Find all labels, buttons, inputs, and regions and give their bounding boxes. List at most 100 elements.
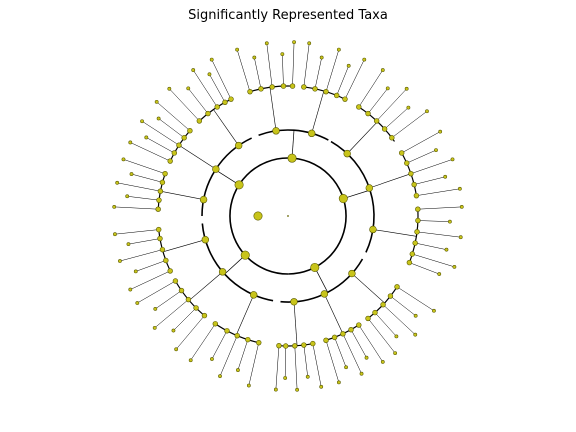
leaf-node — [319, 55, 324, 60]
level3-node — [212, 321, 219, 327]
leaf-branch — [130, 270, 171, 290]
leaf-branch — [117, 182, 161, 192]
level3-node — [412, 240, 418, 246]
leaf-node — [115, 180, 120, 185]
leaf-branch — [415, 242, 447, 250]
level3-node — [310, 340, 316, 347]
level3-node — [258, 86, 264, 92]
leaf-node — [450, 157, 455, 162]
level3-node — [172, 278, 179, 284]
leaf-node — [394, 334, 399, 339]
level3-node — [292, 343, 298, 349]
isolated-node — [253, 211, 263, 221]
level3-node — [196, 118, 203, 124]
level1-branch — [343, 189, 371, 199]
level3-node — [201, 312, 208, 319]
level3-node — [404, 160, 410, 166]
level2-branch — [188, 271, 223, 301]
level3-node — [178, 287, 185, 294]
level2-branch — [372, 229, 417, 237]
level3-node — [301, 84, 307, 90]
leaf-branch — [416, 231, 461, 238]
level3-node — [256, 339, 262, 346]
level3-node — [380, 301, 386, 308]
leaf-node — [344, 365, 348, 370]
leaf-branch — [314, 57, 322, 89]
level3-node — [365, 110, 371, 117]
leaf-node — [210, 357, 214, 361]
level3-node — [289, 83, 296, 89]
leaf-branch — [254, 57, 262, 89]
level3-node — [323, 337, 329, 344]
level3-node — [413, 192, 420, 199]
leaf-node — [174, 347, 179, 352]
level2-branch — [346, 121, 378, 154]
leaf-branch — [137, 280, 176, 304]
leaf-branch — [158, 118, 185, 138]
leaf-branch — [248, 342, 260, 386]
root-node — [287, 215, 289, 217]
leaf-node — [280, 52, 285, 57]
level2-branch — [235, 294, 254, 336]
leaf-branch — [336, 65, 349, 96]
leaf-branch — [237, 339, 249, 371]
leaf-node — [447, 219, 452, 224]
level1-node — [287, 153, 297, 163]
level2-branch — [324, 293, 344, 334]
level3-node — [163, 257, 169, 264]
leaf-branch — [188, 88, 209, 114]
leaf-branch — [119, 249, 163, 262]
leaf-node — [283, 376, 288, 380]
leaf-node — [292, 40, 296, 45]
leaf-branch — [325, 49, 340, 92]
level3-node — [414, 229, 420, 235]
leaf-node — [121, 157, 126, 162]
level3-node — [245, 336, 251, 343]
leaf-node — [452, 264, 457, 269]
leaf-branch — [211, 330, 228, 360]
leaf-node — [443, 174, 448, 179]
leaf-node — [264, 41, 269, 46]
leaf-node — [133, 269, 138, 274]
leaf-branch — [382, 304, 416, 335]
leaf-branch — [236, 49, 251, 92]
leaf-branch — [169, 88, 200, 122]
tree-nodes — [112, 40, 464, 392]
level2-node — [218, 268, 227, 276]
leaf-node — [413, 332, 418, 337]
level2-node — [212, 165, 220, 173]
level3-node — [399, 150, 405, 156]
leaf-branch — [114, 206, 159, 210]
level3-node — [187, 128, 193, 134]
leaf-node — [295, 387, 300, 392]
leaf-branch — [358, 324, 383, 363]
leaf-node — [218, 374, 222, 379]
leaf-branch — [131, 173, 163, 183]
level3-node — [365, 315, 371, 322]
leaf-node — [273, 387, 278, 392]
level3-node — [156, 197, 162, 203]
leaf-node — [235, 47, 240, 52]
leaf-branch — [155, 290, 182, 310]
leaf-node — [140, 119, 144, 124]
leaf-branch — [146, 137, 175, 154]
level3-node — [224, 328, 230, 334]
level2-branch — [213, 109, 239, 146]
level3-node — [334, 92, 340, 99]
leaf-branch — [406, 149, 437, 164]
level2-branch — [351, 273, 385, 304]
leaf-node — [346, 63, 351, 68]
leaf-node — [336, 47, 341, 52]
leaf-branch — [190, 323, 216, 361]
leaf-node — [364, 355, 369, 360]
leaf-node — [171, 328, 176, 333]
level1-branch — [314, 267, 329, 293]
leaf-node — [156, 116, 161, 121]
leaf-node — [246, 383, 251, 388]
leaf-branch — [156, 101, 191, 131]
leaf-node — [457, 186, 462, 191]
level3-node — [415, 206, 421, 212]
level3-node — [167, 268, 173, 274]
leaf-node — [153, 307, 158, 311]
level2-arc — [258, 129, 329, 141]
